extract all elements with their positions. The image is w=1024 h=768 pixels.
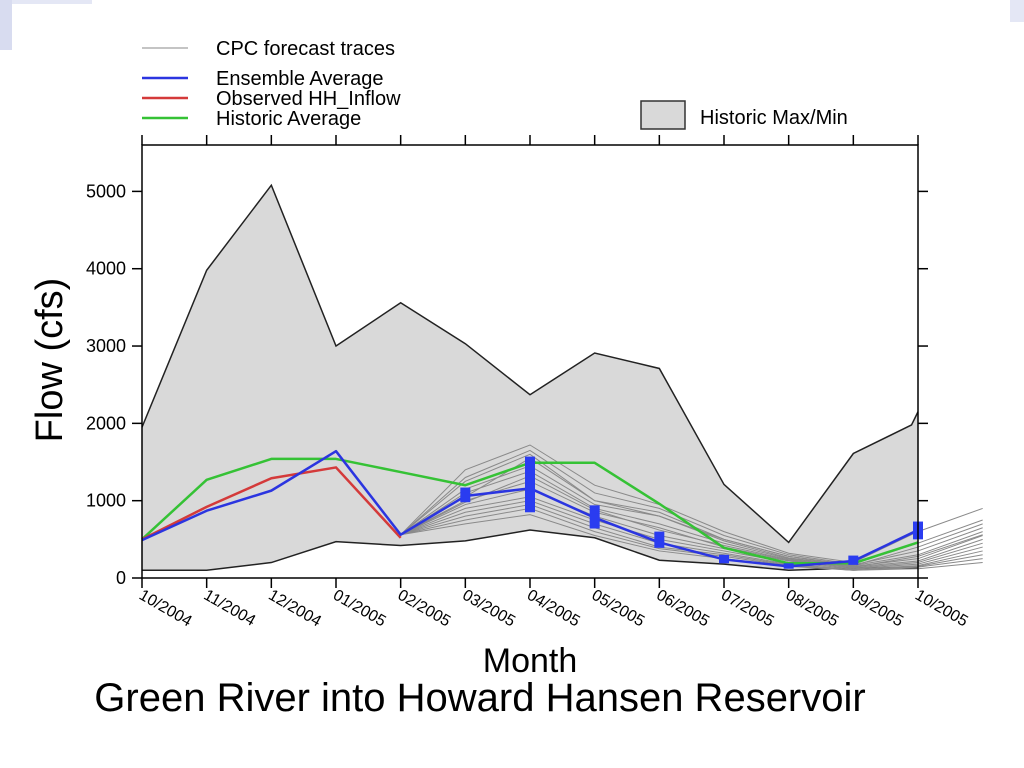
y-axis-title: Flow (cfs) — [29, 278, 71, 443]
cpc-forecast-trace-12 — [400, 514, 983, 571]
cpc-forecast-trace-5 — [400, 470, 983, 567]
slide-caption: Green River into Howard Hansen Reservoir — [94, 676, 866, 720]
legend-label-observed: Observed HH_Inflow — [216, 88, 401, 110]
y-tick-label: 3000 — [86, 336, 126, 356]
cpc-forecast-trace-1 — [400, 444, 983, 564]
x-tick-label: 10/2005 — [912, 587, 971, 631]
y-tick-label: 5000 — [86, 181, 126, 201]
observed-series-line — [141, 466, 402, 541]
legend-label-band: Historic Max/Min — [700, 107, 848, 129]
y-tick-label: 2000 — [86, 413, 126, 433]
legend-swatch-band — [640, 100, 686, 130]
x-tick-label: 05/2005 — [589, 587, 648, 631]
historic-maxmin-band — [142, 185, 918, 571]
x-tick-label: 03/2005 — [459, 587, 518, 631]
ensemble-range-box-5 — [719, 554, 729, 564]
ensemble-range-box-7 — [848, 555, 859, 565]
cpc-forecast-trace-8 — [400, 496, 983, 570]
cpc-forecast-trace-7 — [400, 488, 983, 569]
x-tick-label: 07/2005 — [718, 587, 777, 631]
legend-label-historic: Historic Average — [216, 108, 361, 130]
ensemble-range-box-2 — [525, 456, 535, 513]
x-tick-label: 09/2005 — [847, 587, 906, 631]
cpc-forecast-trace-9 — [400, 500, 983, 570]
x-tick-label: 11/2004 — [201, 587, 259, 630]
x-tick-label: 04/2005 — [524, 587, 583, 631]
x-tick-label: 12/2004 — [265, 587, 324, 631]
y-tick-label: 4000 — [86, 259, 126, 279]
x-tick-label: 02/2005 — [395, 587, 454, 631]
legend-label-ensemble: Ensemble Average — [216, 68, 384, 90]
historic-max-line — [141, 183, 919, 544]
legend-label-traces: CPC forecast traces — [216, 38, 395, 60]
ensemble-range-box-1 — [460, 487, 471, 503]
x-tick-label: 10/2004 — [136, 587, 195, 631]
x-tick-label: 06/2005 — [653, 587, 712, 631]
ensemble-range-box-6 — [783, 563, 794, 569]
chart-legend: CPC forecast traces Ensemble AverageObser… — [142, 38, 848, 130]
x-tick-label: 01/2005 — [330, 587, 389, 631]
flow-chart: CPC forecast traces Ensemble AverageObser… — [29, 38, 983, 680]
cpc-forecast-trace-13 — [400, 457, 983, 567]
x-tick-label: 08/2005 — [783, 587, 842, 631]
ensemble-range-box-4 — [654, 531, 665, 548]
y-tick-label: 1000 — [86, 491, 126, 511]
ensemble-range-box-3 — [589, 505, 600, 529]
y-tick-label: 0 — [116, 568, 126, 588]
plot-area — [141, 183, 983, 572]
x-axis-title: Month — [483, 642, 578, 680]
cpc-forecast-trace-11 — [400, 507, 983, 571]
cpc-forecast-trace-14 — [400, 475, 983, 568]
